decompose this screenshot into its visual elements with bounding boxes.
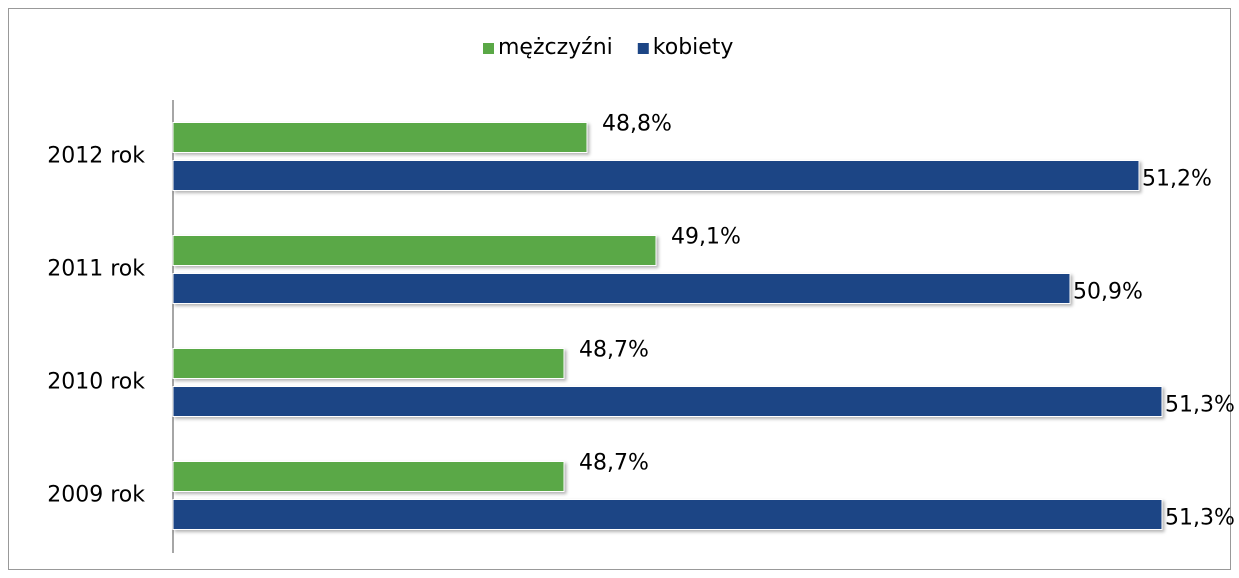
bar bbox=[172, 348, 565, 379]
bar bbox=[172, 386, 1163, 417]
bar bbox=[172, 122, 588, 153]
data-label: 51,3% bbox=[1165, 506, 1235, 531]
data-label: 48,7% bbox=[579, 451, 649, 476]
y-tick-label: 2009 rok bbox=[47, 483, 145, 508]
y-tick-label: 2010 rok bbox=[47, 370, 145, 395]
data-label: 48,7% bbox=[579, 338, 649, 363]
legend-label: kobiety bbox=[653, 35, 734, 60]
y-tick-label: 2011 rok bbox=[47, 257, 145, 282]
bar bbox=[172, 273, 1071, 304]
data-label: 49,1% bbox=[671, 225, 741, 250]
data-label: 51,3% bbox=[1165, 393, 1235, 418]
y-tick-label: 2012 rok bbox=[47, 144, 145, 169]
bar bbox=[172, 235, 657, 266]
legend-swatch bbox=[483, 43, 494, 54]
bar bbox=[172, 461, 565, 492]
data-label: 51,2% bbox=[1142, 167, 1212, 192]
data-label: 48,8% bbox=[602, 112, 672, 137]
legend-swatch bbox=[637, 43, 649, 54]
bar bbox=[172, 499, 1163, 530]
bar bbox=[172, 160, 1140, 191]
legend-label: mężczyźni bbox=[498, 35, 613, 60]
data-label: 50,9% bbox=[1073, 280, 1143, 305]
